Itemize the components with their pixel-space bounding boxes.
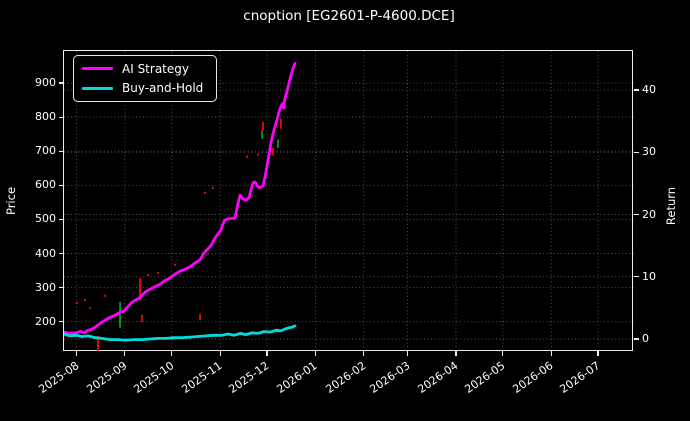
x-tick	[455, 351, 457, 356]
legend-label: AI Strategy	[122, 61, 189, 76]
y-tick-left	[59, 184, 64, 186]
y-tick-label-right: 40	[642, 83, 656, 97]
x-tick	[219, 351, 221, 356]
x-tick	[502, 351, 504, 356]
y-axis-label-return: Return	[664, 186, 678, 226]
y-tick-left	[59, 286, 64, 289]
y-tick-right	[634, 213, 639, 216]
y-tick-label-left: 700	[35, 144, 56, 158]
y-tick-label-right: 30	[642, 145, 656, 159]
x-tick	[314, 351, 316, 356]
y-tick-right	[634, 151, 639, 153]
y-tick-left	[59, 116, 64, 118]
x-tick	[406, 351, 409, 356]
x-tick	[550, 351, 552, 356]
y-tick-left	[59, 252, 64, 255]
x-tick	[124, 351, 126, 356]
x-tick	[363, 351, 365, 356]
y-tick-label-left: 200	[35, 314, 56, 328]
y-tick-right	[634, 276, 639, 278]
y-axis-label-price: Price	[4, 186, 18, 216]
ai-strategy-line-swatch	[82, 66, 113, 71]
y-tick-label-right: 20	[642, 207, 656, 221]
y-tick-label-right: 0	[642, 331, 649, 345]
series-ai-strategy	[64, 61, 297, 335]
y-tick-right	[634, 338, 639, 340]
x-tick	[597, 351, 599, 356]
buy-and-hold-line-swatch	[82, 86, 113, 91]
y-tick-left	[59, 321, 64, 323]
y-tick-left	[59, 150, 64, 152]
y-tick-left	[59, 82, 64, 84]
y-tick-label-left: 800	[35, 110, 56, 124]
gridlines	[64, 51, 634, 351]
y-tick-label-right: 10	[642, 269, 656, 283]
y-tick-label-left: 600	[35, 178, 56, 192]
chart-title: cnoption [EG2601-P-4600.DCE]	[243, 8, 455, 24]
legend-entry-ai-strategy: AI Strategy	[82, 62, 216, 76]
legend: AI Strategy Buy-and-Hold	[73, 55, 217, 102]
plot-canvas	[64, 51, 634, 351]
y-tick-right	[634, 89, 639, 91]
y-tick-label-left: 400	[35, 246, 56, 260]
x-tick	[266, 351, 268, 356]
series-buy-and-hold	[64, 324, 297, 342]
y-tick-label-left: 900	[35, 76, 56, 90]
y-tick-left	[59, 218, 64, 220]
y-tick-label-left: 500	[35, 212, 56, 226]
x-tick	[171, 351, 173, 356]
x-tick	[75, 351, 78, 356]
legend-entry-buy-and-hold: Buy-and-Hold	[82, 81, 216, 95]
candlestick-marks	[75, 118, 282, 351]
legend-label: Buy-and-Hold	[122, 81, 204, 96]
y-tick-label-left: 300	[35, 280, 56, 294]
